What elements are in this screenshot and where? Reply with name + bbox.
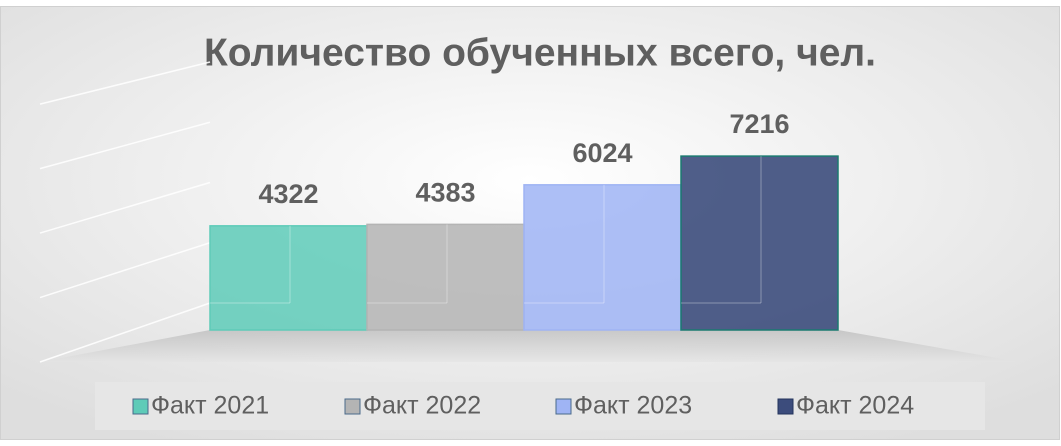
chart-title: Количество обученных всего, чел. xyxy=(204,31,876,74)
legend-label: Факт 2024 xyxy=(796,392,914,420)
bar xyxy=(523,184,682,331)
bar xyxy=(209,225,368,331)
legend-label: Факт 2022 xyxy=(363,392,481,420)
grid-line xyxy=(39,121,211,170)
grid-line xyxy=(39,242,211,299)
legend-label: Факт 2023 xyxy=(574,392,692,420)
grid-line xyxy=(39,302,211,363)
bar xyxy=(680,155,839,331)
data-label: 7216 xyxy=(729,109,789,139)
legend-swatch xyxy=(555,398,572,415)
legend-label: Факт 2021 xyxy=(151,392,269,420)
data-label: 4322 xyxy=(258,179,318,209)
legend xyxy=(95,382,985,430)
legend-swatch xyxy=(132,398,149,415)
legend-swatch xyxy=(344,398,361,415)
bar xyxy=(366,223,525,331)
data-label: 6024 xyxy=(572,138,632,168)
legend-swatch xyxy=(777,398,794,415)
grid-line xyxy=(39,61,211,105)
grid-line xyxy=(39,181,211,234)
floor xyxy=(40,330,1020,362)
data-label: 4383 xyxy=(415,177,475,207)
